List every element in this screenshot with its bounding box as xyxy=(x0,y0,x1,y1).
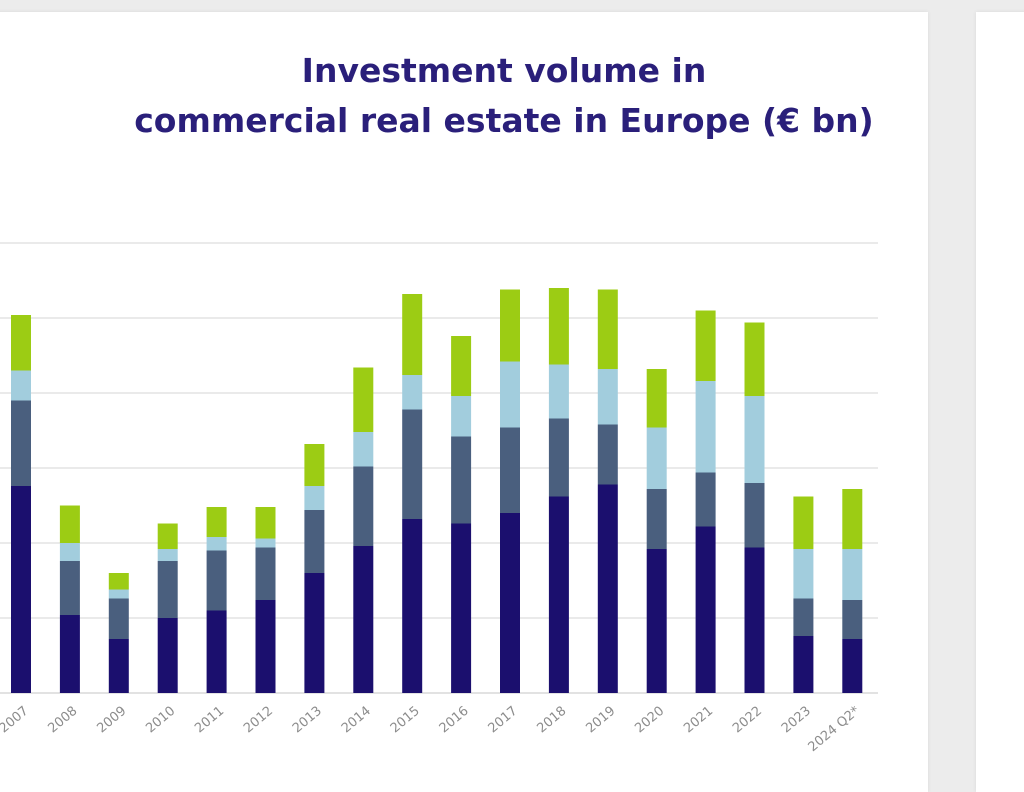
bar-segment xyxy=(646,369,667,428)
bar-segment xyxy=(793,598,814,636)
bar-segment xyxy=(157,561,178,618)
chart-title-line-1: Investment volume in xyxy=(301,51,707,90)
bar-segment xyxy=(11,370,31,401)
bar-segment xyxy=(451,336,472,396)
bar-segment xyxy=(695,310,716,381)
x-tick-label: 2008 xyxy=(45,704,80,737)
bar-segment xyxy=(548,364,569,419)
bar-segment xyxy=(255,600,276,693)
bar-segment xyxy=(451,523,472,693)
bar-segment xyxy=(744,483,765,548)
bar-segment xyxy=(500,427,520,513)
bar-segment xyxy=(255,538,276,548)
bar-segment xyxy=(304,486,325,510)
x-tick-label: 2023 xyxy=(779,704,814,737)
bar-segment xyxy=(402,519,423,693)
bar-segment xyxy=(157,523,178,549)
bar-segment xyxy=(206,507,227,537)
bar-segment xyxy=(695,472,716,527)
bar-segment xyxy=(11,486,31,693)
bar-segment xyxy=(11,315,31,371)
bar-segment xyxy=(353,466,374,546)
bar-segment xyxy=(59,505,80,543)
x-tick-label: 2022 xyxy=(730,704,765,737)
x-tick-label: 2015 xyxy=(388,704,423,737)
x-tick-label: 2013 xyxy=(290,704,325,737)
bar-segment xyxy=(548,288,569,365)
bar-segment xyxy=(451,436,472,524)
bar-segment xyxy=(255,507,276,539)
bar-segment xyxy=(108,639,129,693)
bar-segment xyxy=(548,496,569,693)
bar-segment xyxy=(744,396,765,483)
bar-segment xyxy=(108,573,129,590)
bar-segment xyxy=(500,289,520,362)
x-tick-label: 2016 xyxy=(437,704,472,737)
bar-segment xyxy=(842,639,863,693)
bar-segment xyxy=(11,400,31,486)
bar-segment xyxy=(842,549,863,600)
bar-segment xyxy=(695,381,716,473)
bar-segment xyxy=(255,547,276,600)
bar-segment xyxy=(206,610,227,693)
bar-segment xyxy=(304,573,325,693)
side-card xyxy=(976,12,1024,792)
x-tick-label: 2009 xyxy=(94,704,129,737)
bar-segment xyxy=(597,369,618,425)
bar-segment xyxy=(353,432,374,467)
bar-segment xyxy=(59,561,80,615)
bar-segment xyxy=(842,600,863,639)
x-tick-label: 2021 xyxy=(681,704,716,737)
stacked-bar-chart: 2007 2008 2009 2010 2011 2012 2013 2014 2015 2016… xyxy=(0,242,878,755)
x-tick-labels: 2007 2008 2009 2010 2011 2012 2013 2014 2015 2016… xyxy=(0,703,863,755)
x-tick-label: 2011 xyxy=(192,704,227,737)
bar-segment xyxy=(646,549,667,693)
bar-segment xyxy=(500,361,520,428)
chart-title-line-2: commercial real estate in Europe (€ bn) xyxy=(134,101,874,140)
x-tick-label: 2012 xyxy=(241,704,276,737)
bar-segment xyxy=(646,427,667,489)
x-tick-label: 2018 xyxy=(534,704,569,737)
bar-segment xyxy=(793,636,814,693)
bar-segment xyxy=(548,418,569,497)
bar-segment xyxy=(206,537,227,551)
x-tick-label: 2014 xyxy=(339,704,374,737)
chart-title: Investment volume in commercial real est… xyxy=(0,46,1024,146)
bar-segment xyxy=(695,526,716,693)
x-tick-label: 2020 xyxy=(632,704,667,737)
bar-segment xyxy=(744,322,765,396)
bar-segment xyxy=(353,367,374,432)
bar-segment xyxy=(793,549,814,599)
bar-segment xyxy=(597,289,618,369)
bar-segment xyxy=(59,543,80,561)
bar-segment xyxy=(402,409,423,519)
bars xyxy=(11,288,863,693)
x-tick-label: 2010 xyxy=(143,704,178,737)
bar-segment xyxy=(304,510,325,573)
bar-segment xyxy=(157,618,178,693)
bar-segment xyxy=(206,550,227,611)
bar-segment xyxy=(646,489,667,549)
bar-segment xyxy=(157,549,178,561)
x-tick-label: 2024 Q2* xyxy=(806,703,864,755)
x-tick-label: 2007 xyxy=(0,704,32,737)
bar-segment xyxy=(353,546,374,693)
bar-segment xyxy=(108,589,129,599)
bar-segment xyxy=(402,294,423,375)
bar-segment xyxy=(108,598,129,639)
bar-segment xyxy=(842,489,863,549)
bar-segment xyxy=(500,513,520,693)
bar-segment xyxy=(744,547,765,693)
bar-segment xyxy=(304,444,325,486)
bar-segment xyxy=(59,615,80,693)
x-tick-label: 2017 xyxy=(486,704,521,737)
gridlines xyxy=(0,242,878,694)
x-tick-label: 2019 xyxy=(583,704,618,737)
bar-segment xyxy=(402,375,423,410)
bar-segment xyxy=(597,424,618,485)
bar-segment xyxy=(451,396,472,437)
bar-segment xyxy=(597,484,618,693)
bar-segment xyxy=(793,496,814,549)
